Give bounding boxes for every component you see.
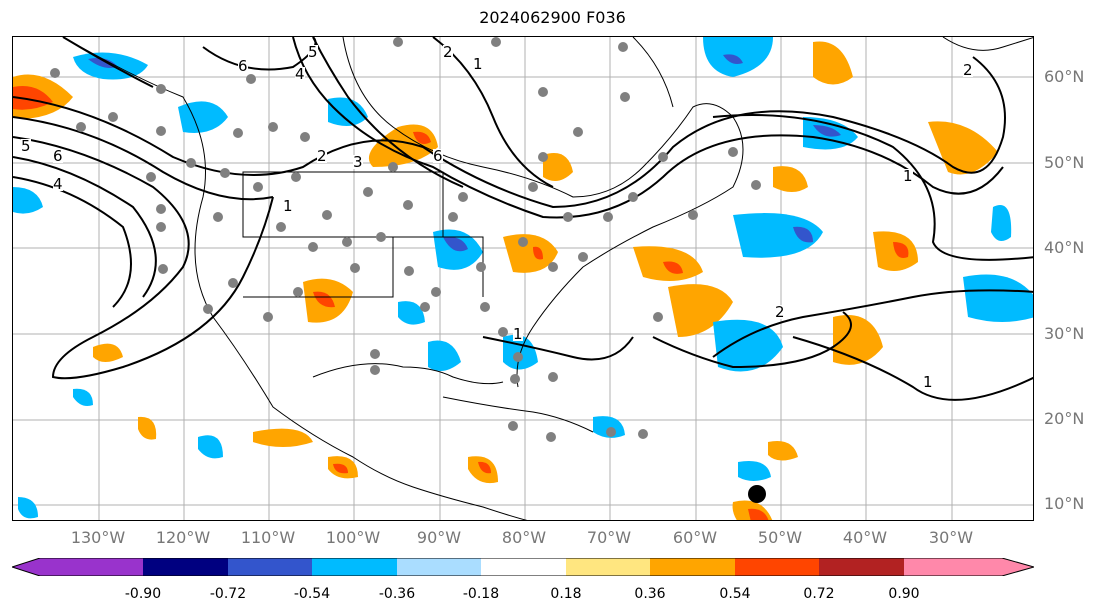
coastlines xyxy=(62,37,1033,520)
lat-label-30n: 30°N xyxy=(1044,324,1085,343)
contour-label: 1 xyxy=(473,55,483,73)
lon-label-110w: 110°W xyxy=(240,528,296,547)
contour-label: 1 xyxy=(283,197,293,215)
contour-label: 6 xyxy=(238,57,248,75)
contour-label: 5 xyxy=(21,137,31,155)
colorbar-segments xyxy=(12,558,1034,576)
colorbar-segment xyxy=(143,558,228,576)
lon-label-70w: 70°W xyxy=(586,528,632,547)
contour-label: 1 xyxy=(513,325,523,343)
lon-label-40w: 40°W xyxy=(842,528,888,547)
lon-label-90w: 90°W xyxy=(416,528,462,547)
colorbar-segment xyxy=(228,558,312,576)
contour-label: 6 xyxy=(433,147,443,165)
colorbar-segment xyxy=(650,558,735,576)
colorbar-tick-label: -0.90 xyxy=(124,586,162,602)
lon-label-130w: 130°W xyxy=(70,528,126,547)
contour-label: 3 xyxy=(353,153,363,171)
contour-label: 2 xyxy=(963,61,973,79)
colorbar-segment xyxy=(904,558,1034,576)
colorbar xyxy=(12,558,1034,576)
lon-label-120w: 120°W xyxy=(155,528,211,547)
contour-label: 2 xyxy=(443,43,453,61)
colorbar-segment xyxy=(12,558,143,576)
colorbar-segment xyxy=(397,558,481,576)
lat-label-40n: 40°N xyxy=(1044,238,1085,257)
contour-label: 5 xyxy=(308,43,318,61)
lat-label-20n: 20°N xyxy=(1044,409,1085,428)
lon-label-60w: 60°W xyxy=(672,528,718,547)
contour-label: 2 xyxy=(775,303,785,321)
contour-label: 6 xyxy=(53,147,63,165)
lat-label-60n: 60°N xyxy=(1044,67,1085,86)
colorbar-tick-label: 0.54 xyxy=(719,586,751,602)
lat-label-50n: 50°N xyxy=(1044,153,1085,172)
contour-label: 4 xyxy=(295,65,305,83)
map-title: 2024062900 F036 xyxy=(479,8,626,27)
colorbar-tick-label: -0.72 xyxy=(209,586,247,602)
lon-label-30w: 30°W xyxy=(928,528,974,547)
colorbar-tick-label: -0.54 xyxy=(293,586,331,602)
colorbar-tick-label: 0.90 xyxy=(888,586,920,602)
lon-label-100w: 100°W xyxy=(325,528,381,547)
lat-label-10n: 10°N xyxy=(1044,494,1085,513)
lon-label-50w: 50°W xyxy=(757,528,803,547)
contour-label: 4 xyxy=(53,175,63,193)
contour-label: 2 xyxy=(317,147,327,165)
colorbar-segment xyxy=(566,558,650,576)
colorbar-segment xyxy=(312,558,397,576)
colorbar-tick-label: 0.36 xyxy=(634,586,666,602)
graticule xyxy=(13,37,1033,520)
storm-marker xyxy=(748,485,766,503)
colorbar-tick-label: 0.72 xyxy=(803,586,835,602)
lon-label-80w: 80°W xyxy=(501,528,547,547)
map-plot-area: 1 2 3 4 5 6 1 2 4 5 6 1 2 6 1 2 1 xyxy=(12,36,1034,521)
colorbar-tick-label: 0.18 xyxy=(550,586,582,602)
contour-label: 1 xyxy=(903,167,913,185)
station-dots xyxy=(50,37,761,442)
colorbar-segment xyxy=(481,558,566,576)
colorbar-segment xyxy=(819,558,904,576)
colorbar-segment xyxy=(735,558,819,576)
anomaly-shading xyxy=(13,37,1033,520)
contour-label: 1 xyxy=(923,373,933,391)
colorbar-tick-label: -0.36 xyxy=(378,586,416,602)
colorbar-tick-label: -0.18 xyxy=(462,586,500,602)
map-svg xyxy=(13,37,1033,520)
